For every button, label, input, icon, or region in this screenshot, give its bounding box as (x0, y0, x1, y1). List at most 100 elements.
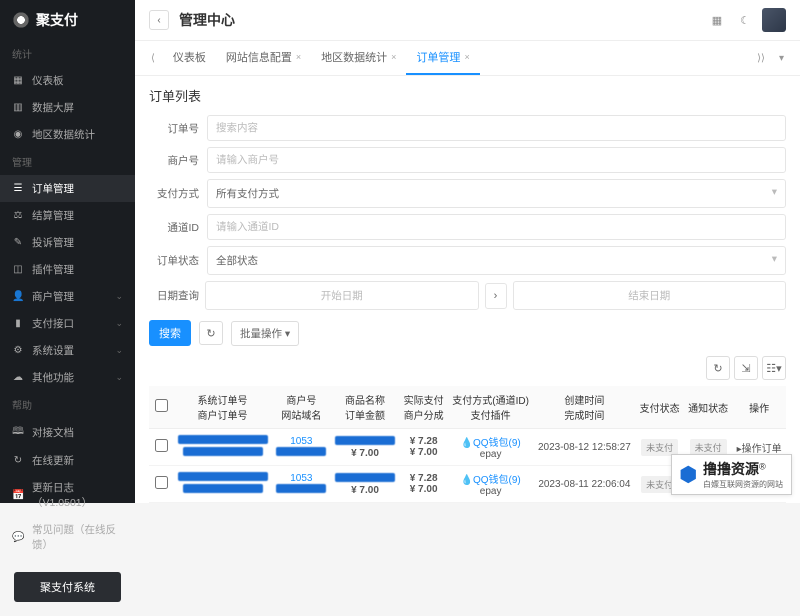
dashboard-icon: ▦ (12, 75, 24, 86)
start-date-input[interactable]: 开始日期 (205, 281, 479, 310)
table-header: 商品名称订单金额 (331, 386, 400, 429)
page-title: 管理中心 (179, 10, 696, 30)
filter-label-paymethod: 支付方式 (149, 186, 199, 201)
tab-prev-icon[interactable]: ⟨ (145, 47, 161, 70)
merchant-icon: 👤 (12, 291, 24, 302)
table-header: 操作 (732, 386, 786, 429)
chevron-down-icon: ⌄ (115, 345, 123, 356)
sidebar-item-merchant[interactable]: 👤商户管理⌄ (0, 283, 135, 310)
table-header: 实际支付商户分成 (399, 386, 448, 429)
reload-icon[interactable]: ↻ (706, 356, 730, 380)
order-mgmt-icon: ☰ (12, 183, 24, 194)
refresh-button[interactable]: ↻ (199, 321, 223, 345)
end-date-input[interactable]: 结束日期 (513, 281, 787, 310)
watermark-logo-icon: ⬢ (680, 462, 697, 487)
sidebar-item-other[interactable]: ☁其他功能⌄ (0, 364, 135, 391)
faq-icon: 💬 (12, 532, 24, 543)
sidebar-item-settlement[interactable]: ⚖结算管理 (0, 202, 135, 229)
sidebar-item-dashboard[interactable]: ▦仪表板 (0, 67, 135, 94)
watermark: ⬢ 撸撸资源® 白嫖互联网资源的网站 (671, 454, 792, 495)
sidebar-item-settings[interactable]: ⚙系统设置⌄ (0, 337, 135, 364)
table-header: 商户号网站域名 (272, 386, 331, 429)
side-group-label: 统计 (0, 40, 135, 67)
table-header: 系统订单号商户订单号 (173, 386, 272, 429)
pay-method-select[interactable]: 所有支付方式▾ (207, 179, 786, 208)
channel-link[interactable]: 💧QQ钱包(9) (461, 438, 521, 449)
avatar[interactable] (762, 8, 786, 32)
update-icon: ↻ (12, 455, 24, 466)
data-screen-icon: ▥ (12, 102, 24, 113)
filter-label-merchant: 商户号 (149, 153, 199, 168)
table-header: 创建时间完成时间 (533, 386, 635, 429)
sidebar-item-faq[interactable]: 💬常见问题（在线反馈） (0, 516, 135, 558)
tab-地区数据统计[interactable]: 地区数据统计× (311, 41, 406, 75)
tab-订单管理[interactable]: 订单管理× (406, 41, 479, 75)
docs-icon: 🕮 (12, 424, 24, 441)
filter-label-orderno: 订单号 (149, 121, 199, 136)
sidebar-item-data-screen[interactable]: ▥数据大屏 (0, 94, 135, 121)
topbar: ‹ 管理中心 ▦ ☾ (135, 0, 800, 41)
tabs: ⟨ 仪表板网站信息配置×地区数据统计×订单管理× ⟩⟩ ▾ (135, 41, 800, 76)
settlement-icon: ⚖ (12, 210, 24, 221)
panel-title: 订单列表 (149, 86, 786, 105)
columns-icon[interactable]: ☷▾ (762, 356, 786, 380)
close-icon[interactable]: × (464, 52, 469, 62)
table-header: 通知状态 (684, 386, 733, 429)
plugin-icon: ◫ (12, 264, 24, 275)
changelog-icon: 📅 (12, 490, 24, 501)
side-group-label: 管理 (0, 148, 135, 175)
logo: 聚支付 (0, 0, 135, 40)
order-no-input[interactable] (207, 115, 786, 141)
sidebar-item-pay-api[interactable]: ▮支付接口⌄ (0, 310, 135, 337)
pay-status-badge: 未支付 (641, 439, 678, 456)
tab-网站信息配置[interactable]: 网站信息配置× (216, 41, 311, 75)
date-separator-icon: › (485, 283, 507, 309)
export-icon[interactable]: ⇲ (734, 356, 758, 380)
close-icon[interactable]: × (391, 52, 396, 62)
settings-icon: ⚙ (12, 345, 24, 356)
chevron-down-icon: ⌄ (115, 372, 123, 383)
sidebar-item-docs[interactable]: 🕮对接文档 (0, 418, 135, 447)
system-button[interactable]: 聚支付系统 (14, 572, 121, 602)
merchant-link[interactable]: 1053 (290, 436, 312, 447)
notification-icon[interactable]: ☾ (734, 9, 756, 31)
status-select[interactable]: 全部状态▾ (207, 246, 786, 275)
filter-label-date: 日期查询 (149, 288, 199, 303)
row-action[interactable]: ▸操作订单 (737, 444, 782, 455)
tab-仪表板[interactable]: 仪表板 (163, 41, 216, 75)
pay-api-icon: ▮ (12, 318, 24, 329)
other-icon: ☁ (12, 372, 24, 383)
table-header: 支付状态 (635, 386, 684, 429)
search-button[interactable]: 搜索 (149, 320, 191, 346)
sidebar-item-update[interactable]: ↻在线更新 (0, 447, 135, 474)
region-stats-icon: ◉ (12, 129, 24, 140)
sidebar-item-order-mgmt[interactable]: ☰订单管理 (0, 175, 135, 202)
complaint-icon: ✎ (12, 237, 24, 248)
batch-button[interactable]: 批量操作 ▾ (231, 321, 299, 346)
merchant-input[interactable] (207, 147, 786, 173)
sidebar-item-plugin[interactable]: ◫插件管理 (0, 256, 135, 283)
select-all-checkbox[interactable] (155, 399, 168, 412)
channel-input[interactable] (207, 214, 786, 240)
close-icon[interactable]: × (296, 52, 301, 62)
notify-status-badge: 未支付 (690, 439, 727, 456)
table-header: 支付方式(通道ID)支付插件 (448, 386, 534, 429)
channel-link[interactable]: 💧QQ钱包(9) (461, 475, 521, 486)
sidebar-item-complaint[interactable]: ✎投诉管理 (0, 229, 135, 256)
sidebar: 聚支付 统计▦仪表板▥数据大屏◉地区数据统计管理☰订单管理⚖结算管理✎投诉管理◫… (0, 0, 135, 503)
collapse-sidebar-button[interactable]: ‹ (149, 10, 169, 30)
row-checkbox[interactable] (155, 476, 168, 489)
grid-icon[interactable]: ▦ (706, 9, 728, 31)
chevron-down-icon: ⌄ (115, 291, 123, 302)
filter-label-status: 订单状态 (149, 253, 199, 268)
row-checkbox[interactable] (155, 439, 168, 452)
filter-label-channel: 通道ID (149, 220, 199, 235)
logo-icon (12, 11, 30, 29)
sidebar-item-changelog[interactable]: 📅更新日志（V1.0501） (0, 474, 135, 516)
tab-menu-icon[interactable]: ▾ (773, 47, 790, 70)
brand-name: 聚支付 (36, 10, 78, 30)
merchant-link[interactable]: 1053 (290, 473, 312, 484)
chevron-down-icon: ⌄ (115, 318, 123, 329)
sidebar-item-region-stats[interactable]: ◉地区数据统计 (0, 121, 135, 148)
tab-next-icon[interactable]: ⟩⟩ (751, 47, 771, 70)
